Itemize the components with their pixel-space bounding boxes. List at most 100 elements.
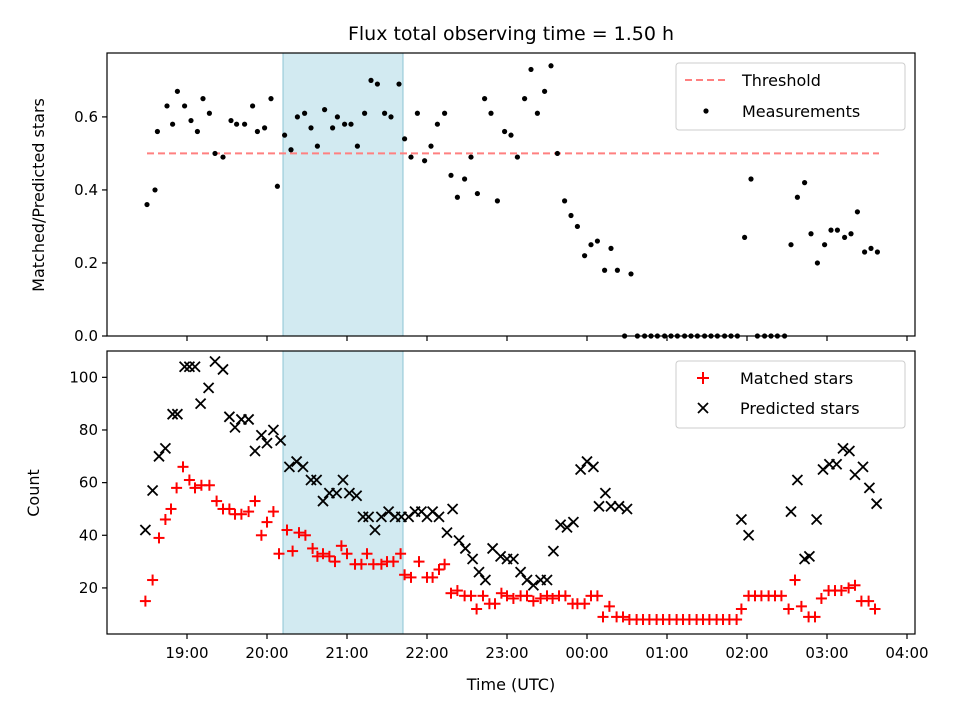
matched-star-point (335, 540, 347, 552)
matched-star-point (835, 585, 847, 597)
legend-matched-swatch (697, 372, 709, 384)
predicted-star-point (621, 503, 633, 515)
predicted-star-point (249, 445, 261, 457)
top-y-axis-label: Matched/Predicted stars (29, 98, 48, 292)
predicted-star-point (830, 458, 843, 470)
measurement-point (502, 128, 508, 135)
top-axes-frame (106, 52, 916, 337)
measurement-point (212, 150, 218, 157)
top-legend: Threshold Measurements (675, 62, 906, 131)
measurement-point (170, 121, 176, 127)
matched-star-point (465, 590, 477, 602)
measurement-point (250, 103, 256, 109)
matched-star-point (281, 524, 293, 536)
matched-star-point (311, 550, 323, 562)
predicted-star-point (441, 527, 453, 539)
matched-star-point (603, 600, 615, 612)
measurement-point (468, 154, 474, 160)
matched-star-point (341, 548, 353, 560)
predicted-star-point (742, 529, 755, 541)
measurement-point (396, 81, 402, 87)
predicted-star-point (217, 363, 229, 376)
y-tick-label: 60 (79, 474, 98, 492)
predicted-star-point (317, 495, 329, 507)
matched-star-point (399, 569, 411, 581)
measurement-point (228, 117, 234, 124)
predicted-star-point (785, 505, 797, 518)
predicted-star-point (613, 500, 625, 512)
predicted-star-point (810, 513, 823, 526)
matched-star-point (597, 611, 609, 623)
matched-star-point (489, 598, 501, 610)
matched-star-point (223, 503, 235, 515)
measurement-point (794, 194, 801, 200)
measurement-point (314, 143, 320, 149)
observing-window-shade (282, 52, 404, 337)
predicted-star-point (223, 411, 236, 423)
matched-star-point (869, 603, 881, 615)
x-axis-label: Time (UTC) (466, 675, 555, 694)
predicted-star-point (473, 566, 485, 578)
matched-star-point (617, 611, 629, 623)
matched-star-point (559, 590, 571, 602)
measurement-point (874, 249, 881, 255)
measurement-point (628, 271, 634, 277)
matched-star-point (795, 600, 807, 612)
observing-window-shade (282, 350, 404, 635)
predicted-star-point (178, 361, 191, 373)
matched-star-point (789, 574, 801, 586)
legend-measurements-swatch (703, 108, 709, 114)
measurement-point (194, 128, 200, 135)
measurement-point (322, 107, 328, 113)
measurement-point (534, 110, 541, 116)
bottom-axes-frame (106, 350, 916, 635)
matched-star-point (815, 592, 827, 604)
y-tick-label: 0.0 (74, 327, 98, 345)
predicted-star-point (479, 574, 492, 586)
matched-star-point (477, 590, 489, 602)
measurement-point (608, 245, 614, 251)
matched-star-point (183, 474, 195, 486)
matched-star-point (731, 614, 743, 626)
measurement-point (548, 63, 554, 69)
predicted-star-point (494, 550, 507, 562)
predicted-star-point (229, 421, 241, 433)
measurement-point (862, 249, 868, 255)
y-tick-label: 0.6 (74, 108, 98, 126)
measurement-point (854, 209, 861, 215)
predicted-star-point (837, 442, 849, 455)
legend-matched-label: Matched stars (740, 369, 853, 388)
matched-star-point (307, 542, 319, 554)
predicted-star-point (527, 579, 540, 591)
matched-star-point (427, 571, 439, 583)
matched-star-point (527, 595, 539, 607)
predicted-star-point (870, 498, 883, 510)
matched-star-point (323, 550, 335, 562)
measurement-point (868, 245, 874, 251)
measurement-point (282, 132, 288, 138)
measurement-point (362, 110, 368, 116)
matched-star-point (147, 574, 159, 586)
legend-threshold-label: Threshold (741, 71, 821, 90)
predicted-star-point (283, 461, 296, 473)
measurement-point (414, 110, 420, 116)
measurement-point (514, 154, 521, 160)
measurement-point (428, 143, 434, 149)
predicted-star-point (453, 534, 465, 547)
predicted-star-point (267, 424, 280, 436)
measurement-point (848, 231, 854, 237)
measurement-point (748, 176, 754, 182)
y-tick-label: 0.4 (74, 181, 98, 199)
matched-star-point (299, 529, 311, 541)
measurement-point (828, 227, 834, 233)
measurement-point (448, 172, 454, 178)
matched-star-point (809, 611, 821, 623)
matched-star-point (495, 587, 507, 599)
matched-star-point (445, 587, 457, 599)
predicted-star-point (459, 542, 472, 555)
predicted-star-point (554, 519, 567, 531)
matched-star-point (521, 590, 533, 602)
measurement-point (522, 96, 528, 102)
matched-star-point (249, 495, 261, 507)
x-tick-label: 19:00 (165, 644, 208, 662)
